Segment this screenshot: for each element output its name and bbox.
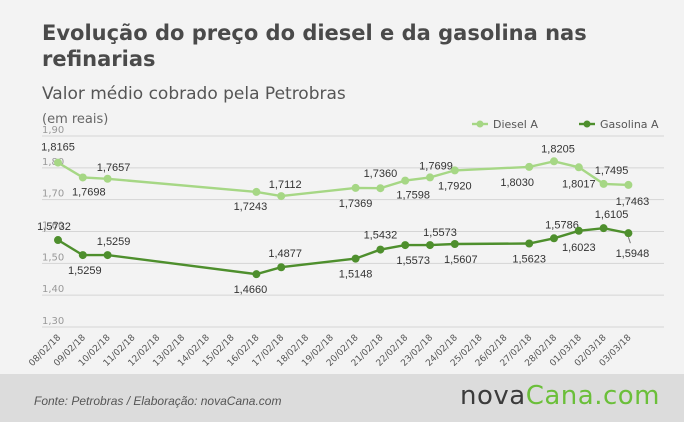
gasolina-a-data-label: 1,6023: [562, 242, 596, 254]
gasolina-a-point: [450, 240, 459, 249]
gasolina-a-data-label: 1,5432: [364, 230, 398, 242]
unit-label: (em reais): [42, 112, 109, 127]
gasolina-a-point: [376, 245, 385, 254]
gasolina-a-data-label: 1,5786: [545, 219, 579, 231]
diesel-a-data-label: 1,7920: [438, 180, 472, 192]
gasolina-a-point: [550, 234, 558, 243]
diesel-a-data-label: 1,7360: [364, 168, 398, 180]
gasolina-a-point: [574, 226, 583, 235]
brand-logo-part2: Cana.com: [525, 381, 660, 411]
gasolina-a-point: [103, 251, 112, 260]
diesel-a-data-label: 1,8017: [562, 178, 596, 190]
gasolina-a-data-label: 1,5607: [444, 254, 478, 266]
diesel-a-data-label: 1,7463: [616, 196, 650, 208]
chart-title: Evolução do preço do diesel e da gasolin…: [42, 21, 587, 71]
gasolina-a-data-label: 1,5623: [512, 254, 546, 266]
diesel-a-data-label: 1,7699: [419, 160, 453, 172]
diesel-a-data-label: 1,7598: [396, 190, 430, 202]
gasolina-a-data-label: 1,4660: [234, 284, 268, 296]
brand-logo-part1: nova: [459, 381, 526, 411]
diesel-a-point: [252, 187, 261, 196]
diesel-a-data-label: 1,7698: [72, 186, 106, 198]
gasolina-a-data-label: 1,4877: [268, 248, 302, 260]
gasolina-a-point: [599, 224, 608, 233]
diesel-a-point: [401, 176, 410, 185]
gasolina-a-point: [252, 270, 261, 279]
legend-gasolina-a-label: Gasolina A: [600, 118, 659, 131]
gasolina-a-point: [525, 239, 534, 248]
y-tick-label: 1,50: [42, 252, 64, 263]
diesel-a-data-label: 1,7495: [595, 165, 629, 177]
gasolina-a-point: [54, 236, 62, 245]
diesel-a-point: [78, 173, 87, 182]
y-tick-label: 1,70: [42, 189, 64, 200]
source-credit: Fonte: Petrobras / Elaboração: novaCana.…: [34, 394, 282, 408]
diesel-a-data-label: 1,7243: [234, 201, 268, 213]
diesel-a-point: [277, 192, 286, 201]
gasolina-a-point: [624, 229, 633, 238]
y-tick-label: 1,40: [42, 284, 64, 295]
diesel-a-point: [599, 179, 608, 188]
diesel-a-point: [376, 184, 385, 193]
legend-diesel-a-marker: [476, 120, 484, 128]
diesel-a-data-label: 1,8165: [41, 142, 75, 154]
diesel-a-line: [57, 160, 629, 198]
gasolina-a-point: [401, 241, 410, 250]
diesel-a-point: [450, 166, 459, 175]
gasolina-a-line: [57, 226, 629, 276]
diesel-a-data-label: 1,7369: [339, 198, 373, 210]
diesel-a-point: [426, 173, 434, 182]
diesel-a-data-label: 1,7112: [269, 179, 302, 191]
diesel-a-point: [525, 162, 534, 171]
gasolina-a-point: [351, 254, 360, 263]
diesel-a-point: [624, 180, 633, 189]
gasolina-a-data-label: 1,5259: [68, 265, 102, 277]
gasolina-a-data-label: 1,5259: [97, 236, 131, 248]
diesel-a-point: [103, 174, 112, 183]
brand-logo: novaCana.com: [460, 381, 660, 411]
gasolina-a-data-label: 1,5948: [616, 248, 650, 260]
gasolina-a-data-label: 1,5732: [37, 221, 71, 233]
gasolina-a-point: [426, 241, 434, 250]
legend-diesel-a-label: Diesel A: [493, 118, 538, 131]
diesel-a-point: [351, 183, 360, 192]
diesel-a-data-label: 1,7657: [97, 162, 131, 174]
line-chart: 1,901,801,701,601,501,401,3008/02/1809/0…: [27, 118, 664, 369]
gasolina-a-data-label: 1,5148: [339, 269, 373, 281]
y-tick-label: 1,60: [42, 221, 64, 232]
gasolina-a-point: [78, 251, 87, 260]
diesel-a-point: [54, 158, 62, 167]
footer-bar: Fonte: Petrobras / Elaboração: novaCana.…: [0, 374, 684, 422]
gasolina-a-point: [277, 263, 286, 272]
y-tick-label: 1,90: [42, 125, 64, 136]
y-tick-label: 1,30: [42, 316, 64, 327]
diesel-a-data-label: 1,8030: [500, 177, 534, 189]
diesel-a-point: [574, 163, 583, 172]
diesel-a-point: [550, 157, 558, 166]
chart-subtitle: Valor médio cobrado pela Petrobras: [42, 84, 346, 104]
diesel-a-data-label: 1,8205: [541, 143, 575, 155]
leader-line: [627, 236, 631, 244]
legend-gasolina-a-marker: [583, 120, 591, 128]
gasolina-a-data-label: 1,5573: [423, 227, 457, 239]
gasolina-a-data-label: 1,5573: [396, 255, 430, 267]
y-tick-label: 1,80: [42, 157, 64, 168]
gasolina-a-data-label: 1,6105: [595, 209, 629, 221]
